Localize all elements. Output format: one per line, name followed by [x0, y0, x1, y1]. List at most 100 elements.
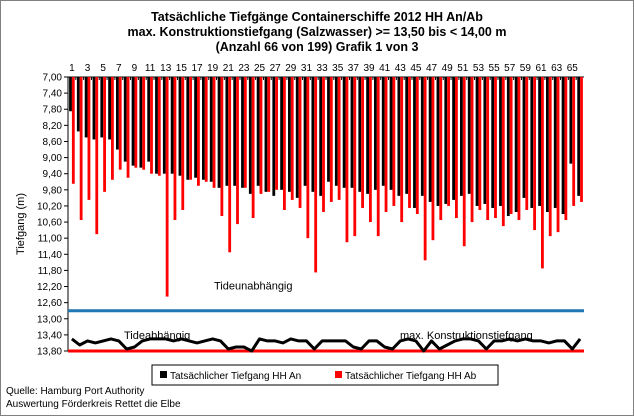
x-tick-label: 41 [379, 63, 391, 74]
bar-hh-an [397, 77, 401, 196]
bar-hh-an [170, 77, 174, 174]
bar-hh-ab [548, 77, 552, 237]
bar-hh-an [288, 77, 291, 192]
legend-swatch-hh-an [160, 371, 167, 378]
bar-hh-ab [556, 77, 560, 233]
x-tick-label: 51 [457, 63, 469, 74]
bar-hh-ab [212, 77, 216, 188]
bar-hh-ab [259, 77, 263, 194]
bar-hh-an [342, 77, 346, 188]
x-tick-label: 29 [285, 63, 297, 74]
bar-hh-ab [423, 77, 427, 261]
bar-hh-ab [283, 77, 286, 210]
x-tick-label: 13 [160, 63, 172, 74]
bar-hh-an [108, 77, 111, 140]
bar-hh-ab [150, 77, 153, 174]
bar-hh-an [264, 77, 268, 192]
bar-hh-an [272, 77, 276, 196]
bar-hh-ab [415, 77, 419, 214]
bar-hh-an [225, 77, 229, 186]
x-tick-label: 19 [207, 63, 219, 74]
bar-hh-ab [228, 77, 232, 253]
bar-hh-ab [384, 77, 388, 212]
x-tick-label: 57 [504, 63, 516, 74]
y-tick-label: 9,40 [43, 169, 63, 180]
y-tick-label: 8,20 [43, 121, 63, 132]
bar-hh-an [76, 77, 80, 132]
y-tick-label: 7,80 [43, 105, 63, 116]
bar-hh-an [162, 77, 166, 174]
bar-hh-ab [142, 77, 146, 170]
bar-hh-ab [126, 77, 130, 178]
bar-hh-ab [345, 77, 349, 243]
y-tick-label: 11,40 [38, 250, 63, 261]
y-tick-label: 9,00 [43, 153, 63, 164]
bar-hh-ab [329, 77, 333, 202]
y-tick-label: 13,80 [37, 347, 62, 358]
bar-hh-ab [572, 77, 576, 206]
bar-hh-an [561, 77, 565, 214]
bar-hh-ab [455, 77, 458, 219]
bar-hh-ab [517, 77, 521, 221]
x-tick-label: 59 [520, 63, 532, 74]
y-tick-label: 12,20 [37, 282, 62, 293]
bar-hh-an [522, 77, 526, 198]
bar-hh-ab [306, 77, 310, 239]
x-tick-label: 9 [132, 63, 138, 74]
source-line-1: Quelle: Hamburg Port Authority [6, 386, 145, 397]
x-tick-label: 55 [489, 63, 501, 74]
bar-hh-an [295, 77, 299, 198]
max-konstruktionstiefgang-label: max. Konstruktionstiefgang [400, 330, 533, 342]
bar-hh-an [202, 77, 205, 180]
bar-hh-ab [462, 77, 466, 247]
bar-hh-ab [181, 77, 185, 210]
y-tick-label: 10,60 [37, 218, 62, 229]
x-tick-label: 23 [238, 63, 250, 74]
x-tick-label: 47 [426, 63, 438, 74]
y-tick-label: 13,00 [37, 314, 62, 325]
bar-hh-an [139, 77, 143, 168]
y-tick-label: 11,80 [38, 266, 63, 277]
bar-hh-an [233, 77, 237, 186]
x-tick-label: 25 [254, 63, 266, 74]
y-tick-label: 8,60 [43, 137, 63, 148]
bar-hh-ab [361, 77, 364, 208]
y-tick-label: 12,60 [37, 298, 62, 309]
bar-hh-ab [525, 77, 529, 210]
tideabhaengig-label: Tideabhängig [124, 330, 190, 342]
y-tick-label: 10,20 [37, 201, 62, 212]
bar-hh-an [147, 77, 151, 162]
bar-hh-ab [314, 77, 318, 273]
legend-box [151, 364, 499, 386]
bar-hh-an [350, 77, 354, 188]
bar-hh-an [311, 77, 315, 192]
bar-hh-an [131, 77, 135, 166]
bar-hh-an [460, 77, 463, 196]
bar-hh-an [280, 77, 283, 190]
x-tick-label: 65 [567, 63, 579, 74]
chart-title-line-1: Tatsächliche Tiefgänge Containerschiffe … [151, 10, 483, 24]
bar-hh-an [499, 77, 502, 206]
x-tick-label: 31 [301, 63, 313, 74]
bar-hh-an [155, 77, 158, 174]
bar-hh-ab [298, 77, 302, 208]
bar-hh-ab [173, 77, 177, 221]
bar-hh-ab [400, 77, 404, 223]
bar-hh-ab [118, 77, 122, 170]
legend-label-hh-an: Tatsächlicher Tiefgang HH An [170, 371, 301, 382]
source-line-2: Auswertung Förderkreis Rettet die Elbe [6, 399, 181, 410]
bar-hh-an [381, 77, 385, 186]
bar-hh-ab [447, 77, 450, 206]
bar-hh-an [538, 77, 541, 206]
x-tick-label: 39 [363, 63, 375, 74]
bar-hh-ab [71, 77, 75, 184]
x-tick-label: 49 [442, 63, 454, 74]
bar-hh-an [116, 77, 119, 150]
x-tick-label: 35 [332, 63, 344, 74]
bar-hh-ab [470, 77, 474, 223]
bar-hh-ab [134, 77, 138, 168]
bar-hh-an [374, 77, 377, 190]
x-tick-label: 37 [348, 63, 360, 74]
bar-hh-an [506, 77, 510, 217]
